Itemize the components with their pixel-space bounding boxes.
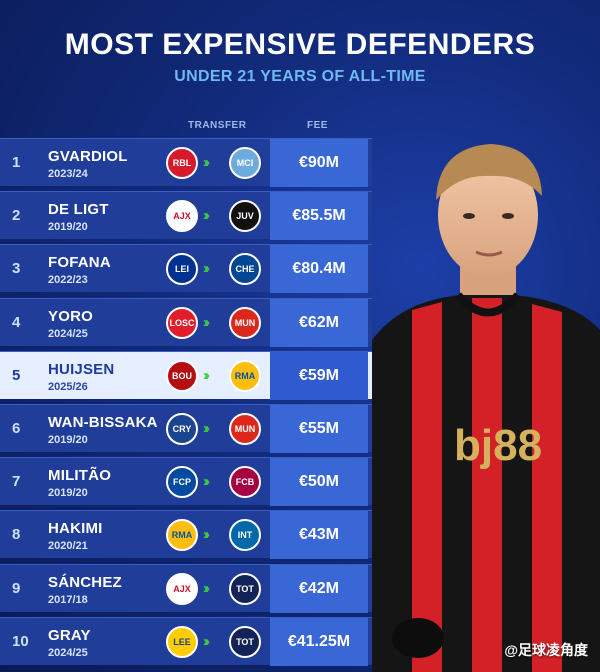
season: 2019/20 (48, 487, 88, 500)
row-rank: 6 (12, 419, 21, 437)
to-club-badge-icon: INT (229, 519, 261, 552)
season: 2025/26 (48, 380, 88, 393)
table-row: 4 YORO 2024/25 LOSC ›› MUN €62M (0, 297, 372, 347)
transfer-fee: €62M (270, 298, 368, 347)
transfer-arrow-icon: ›› (203, 366, 210, 384)
transfer-fee: €42M (270, 564, 368, 613)
player-glove (392, 618, 444, 658)
to-club-badge-icon: TOT (229, 625, 261, 658)
player-mouth (475, 250, 503, 257)
row-rank: 3 (12, 260, 21, 278)
from-club-badge-icon: LEI (166, 253, 198, 286)
player-name: FOFANA (48, 254, 111, 272)
transfer-arrow-icon: ›› (203, 473, 210, 491)
player-name: HAKIMI (48, 520, 103, 538)
shirt-collar (454, 292, 522, 317)
table-row: 1 GVARDIOL 2023/24 RBL ›› MCI €90M (0, 138, 372, 187)
row-rank: 9 (12, 579, 21, 597)
transfer-arrow-icon: ›› (203, 579, 210, 597)
transfer-fee: €90M (270, 139, 368, 187)
page-subtitle: UNDER 21 YEARS OF ALL-TIME (174, 68, 426, 85)
row-rank: 2 (12, 207, 21, 225)
table-row: 8 HAKIMI 2020/21 RMA ›› INT €43M (0, 510, 372, 560)
player-name: WAN-BISSAKA (48, 413, 158, 431)
player-name: GVARDIOL (48, 148, 128, 165)
transfer-arrow-icon: ›› (203, 154, 210, 171)
transfer-arrow-icon: ›› (203, 419, 210, 437)
season: 2017/18 (48, 593, 88, 606)
row-rank: 10 (12, 632, 29, 650)
transfer-fee: €43M (270, 511, 368, 560)
player-name: HUIJSEN (48, 360, 115, 378)
table-row: 6 WAN-BISSAKA 2019/20 CRY ›› MUN €55M (0, 403, 372, 453)
from-club-badge-icon: RMA (166, 519, 198, 552)
table-row: 9 SÁNCHEZ 2017/18 AJX ›› TOT €42M (0, 563, 372, 613)
transfer-arrow-icon: ›› (203, 313, 210, 331)
table-row: 10 GRAY 2024/25 LEE ›› TOT €41.25M (0, 616, 372, 666)
to-club-badge-icon: MCI (229, 147, 261, 179)
page-title: MOST EXPENSIVE DEFENDERS (64, 28, 536, 61)
transfer-arrow-icon: ›› (203, 260, 210, 278)
to-club-badge-icon: FCB (229, 466, 261, 499)
transfer-arrow-icon: ›› (203, 526, 210, 544)
row-rank: 8 (12, 526, 21, 544)
from-club-badge-icon: AJX (166, 572, 198, 605)
from-club-badge-icon: RBL (166, 147, 198, 179)
transfer-fee: €85.5M (270, 192, 368, 241)
shirt-sponsor: bj88 (454, 421, 542, 470)
to-club-badge-icon: CHE (229, 253, 261, 286)
transfer-arrow-icon: ›› (203, 632, 210, 650)
from-club-badge-icon: AJX (166, 200, 198, 233)
column-header-transfer: TRANSFER (188, 120, 247, 131)
player-name: YORO (48, 307, 93, 325)
transfer-fee: €80.4M (270, 245, 368, 294)
season: 2020/21 (48, 540, 88, 553)
transfer-fee: €59M (270, 351, 368, 400)
ranking-table: 1 GVARDIOL 2023/24 RBL ›› MCI €90M 2 DE … (0, 138, 372, 670)
to-club-badge-icon: MUN (229, 412, 261, 445)
from-club-badge-icon: BOU (166, 359, 198, 392)
to-club-badge-icon: TOT (229, 572, 261, 605)
column-header-fee: FEE (307, 120, 328, 131)
to-club-badge-icon: RMA (229, 359, 261, 392)
season: 2024/25 (48, 646, 88, 659)
transfer-fee: €41.25M (270, 617, 368, 666)
row-rank: 4 (12, 313, 21, 331)
transfer-fee: €50M (270, 458, 368, 507)
player-name: MILITÃO (48, 467, 112, 485)
from-club-badge-icon: FCP (166, 466, 198, 499)
season: 2019/20 (48, 221, 88, 234)
shirt-stripe (472, 298, 502, 672)
player-eye (463, 213, 475, 219)
table-row: 7 MILITÃO 2019/20 FCP ›› FCB €50M (0, 457, 372, 507)
watermark: @足球凌角度 (504, 642, 588, 658)
table-row-highlighted: 5 HUIJSEN 2025/26 BOU ›› RMA €59M (0, 350, 372, 400)
season: 2022/23 (48, 274, 88, 287)
player-head (438, 153, 538, 277)
player-photo: bj88 (372, 144, 600, 672)
player-name: GRAY (48, 626, 91, 644)
row-rank: 5 (12, 366, 21, 384)
season: 2023/24 (48, 168, 88, 180)
from-club-badge-icon: LOSC (166, 306, 198, 339)
season: 2019/20 (48, 433, 88, 446)
season: 2024/25 (48, 327, 88, 340)
table-row: 3 FOFANA 2022/23 LEI ›› CHE €80.4M (0, 244, 372, 294)
player-name: DE LIGT (48, 201, 109, 219)
player-hair (436, 144, 542, 200)
shirt-stripe (532, 304, 562, 672)
shirt-stripe (412, 302, 442, 672)
table-row: 2 DE LIGT 2019/20 AJX ›› JUV €85.5M (0, 191, 372, 241)
row-rank: 1 (12, 154, 21, 171)
player-eye (502, 213, 514, 219)
to-club-badge-icon: MUN (229, 306, 261, 339)
from-club-badge-icon: CRY (166, 412, 198, 445)
transfer-fee: €55M (270, 404, 368, 453)
player-name: SÁNCHEZ (48, 573, 122, 591)
row-rank: 7 (12, 473, 21, 491)
from-club-badge-icon: LEE (166, 625, 198, 658)
to-club-badge-icon: JUV (229, 200, 261, 233)
transfer-arrow-icon: ›› (203, 207, 210, 225)
